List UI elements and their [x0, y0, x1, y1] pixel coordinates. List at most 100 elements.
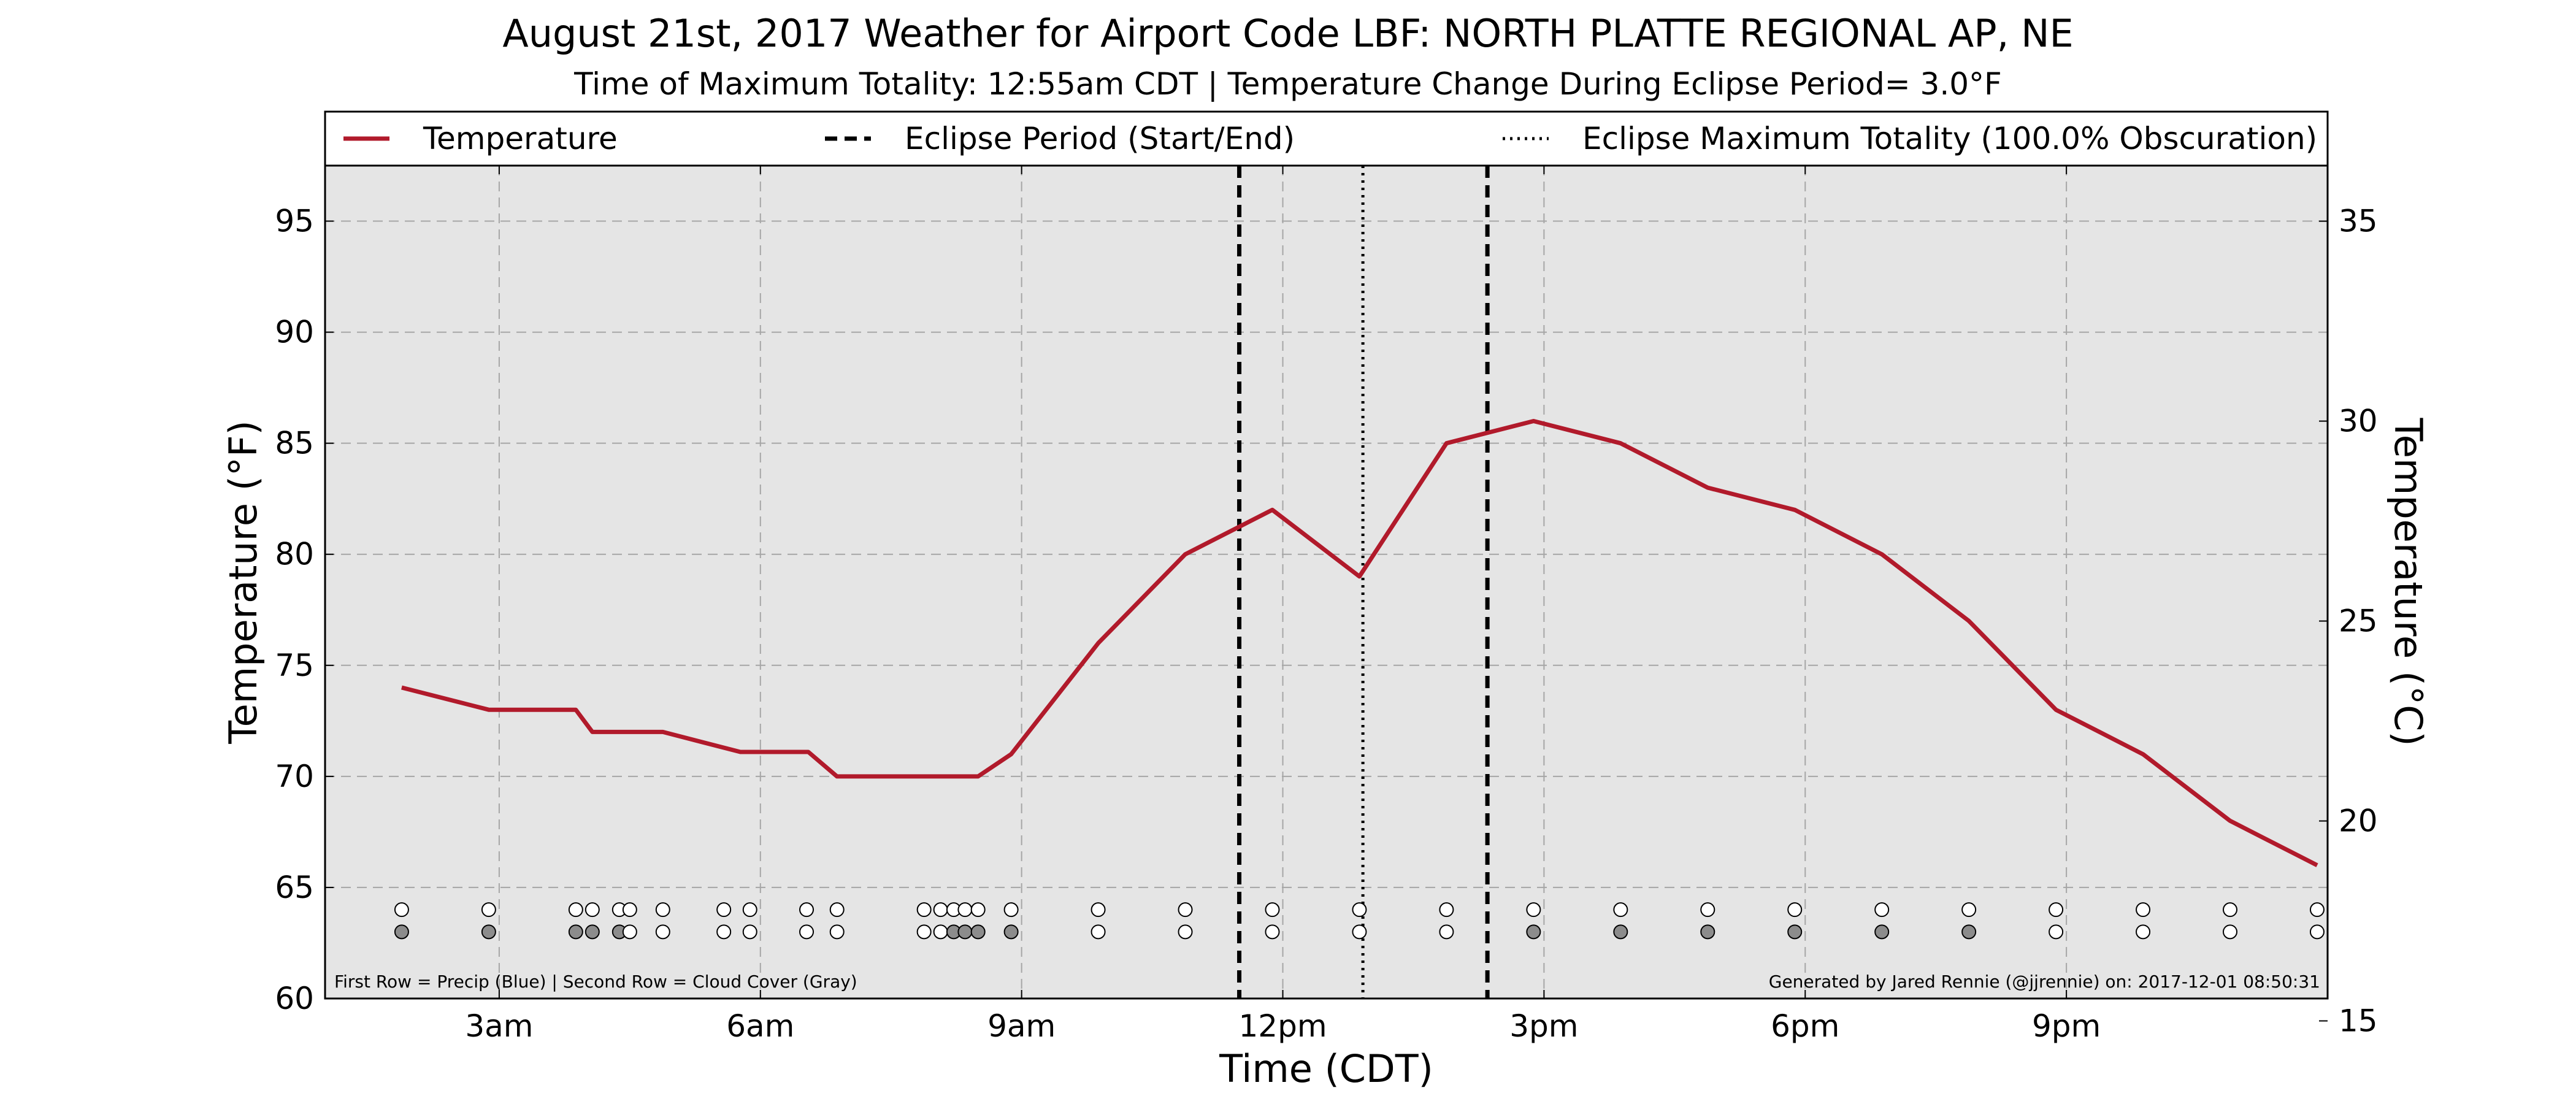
- cloud-marker: [916, 924, 932, 940]
- precip-marker: [1091, 902, 1106, 918]
- legend: Temperature Eclipse Period (Start/End) E…: [324, 110, 2329, 167]
- plot-area: [325, 166, 2328, 999]
- y-right-tick-label: 20: [2339, 803, 2378, 839]
- precip-marker: [1178, 902, 1193, 918]
- x-tick-label: 12pm: [1238, 1008, 1327, 1044]
- cloud-marker: [829, 924, 845, 940]
- precip-marker: [2136, 902, 2151, 918]
- precip-marker: [394, 902, 409, 918]
- precip-marker: [1352, 902, 1367, 918]
- precip-marker: [799, 902, 815, 918]
- precip-marker: [585, 902, 600, 918]
- cloud-marker: [1003, 924, 1019, 940]
- cloud-marker: [394, 924, 409, 940]
- y-tick-label: 90: [275, 315, 314, 350]
- precip-marker: [2223, 902, 2238, 918]
- x-tick-label: 6pm: [1771, 1008, 1839, 1044]
- cloud-marker: [2136, 924, 2151, 940]
- y-tick-label: 70: [275, 759, 314, 794]
- y-tick-label: 75: [275, 648, 314, 683]
- cloud-marker: [799, 924, 815, 940]
- axes: 3am 6am 9am 12pm 3pm 6pm 9pm 60 65 70 75 80 85 90 95 15…: [275, 164, 2378, 1044]
- cloud-marker: [957, 924, 973, 940]
- cloud-marker: [742, 924, 757, 940]
- cloud-marker: [1874, 924, 1890, 940]
- cloud-marker: [2223, 924, 2238, 940]
- y-right-tick-label: 25: [2339, 604, 2378, 639]
- precip-marker: [933, 902, 948, 918]
- cloud-marker: [585, 924, 600, 940]
- y-tick-label: 60: [275, 981, 314, 1016]
- cloud-marker: [1178, 924, 1193, 940]
- y-axis-label-left: Temperature (°F): [221, 420, 266, 744]
- precip-marker: [1874, 902, 1890, 918]
- y-tick-label: 65: [275, 870, 314, 905]
- cloud-marker: [1613, 924, 1628, 940]
- cloud-marker: [716, 924, 732, 940]
- chart-subtitle: Time of Maximum Totality: 12:55am CDT | …: [574, 66, 2002, 102]
- x-tick-label: 3pm: [1509, 1008, 1578, 1044]
- y-right-tick-label: 35: [2339, 204, 2378, 239]
- cloud-marker: [481, 924, 496, 940]
- precip-marker: [716, 902, 732, 918]
- precip-marker: [568, 902, 583, 918]
- cloud-marker: [970, 924, 986, 940]
- precip-marker: [970, 902, 986, 918]
- cloud-marker: [622, 924, 637, 940]
- cloud-marker: [1526, 924, 1541, 940]
- x-tick-label: 3am: [465, 1008, 533, 1044]
- weather-markers: [394, 902, 2325, 940]
- cloud-marker: [1787, 924, 1803, 940]
- legend-label-eclipse-period: Eclipse Period (Start/End): [905, 121, 1295, 156]
- footnote-right: Generated by Jared Rennie (@jjrennie) on…: [1769, 972, 2320, 992]
- x-tick-label: 9pm: [2032, 1008, 2101, 1044]
- x-axis-label: Time (CDT): [1219, 1046, 1433, 1091]
- precip-marker: [655, 902, 670, 918]
- eclipse-lines: [1237, 166, 1490, 999]
- y-axis-label-right: Temperature (°C): [2386, 417, 2431, 746]
- precip-marker: [957, 902, 973, 918]
- precip-marker: [1700, 902, 1715, 918]
- cloud-marker: [1700, 924, 1715, 940]
- precip-marker: [1265, 902, 1280, 918]
- plot-frame: [324, 164, 2329, 1000]
- cloud-marker: [2309, 924, 2325, 940]
- y-right-tick-label: 30: [2339, 404, 2378, 439]
- cloud-marker: [1265, 924, 1280, 940]
- cloud-marker: [655, 924, 670, 940]
- grid-lines: [325, 166, 2328, 999]
- cloud-marker: [1961, 924, 1977, 940]
- precip-marker: [1439, 902, 1454, 918]
- y-tick-label: 80: [275, 537, 314, 572]
- cloud-marker: [1352, 924, 1367, 940]
- precip-marker: [829, 902, 845, 918]
- precip-marker: [2309, 902, 2325, 918]
- cloud-marker: [1091, 924, 1106, 940]
- precip-marker: [2049, 902, 2064, 918]
- y-right-tick-label: 15: [2339, 1003, 2378, 1039]
- precip-marker: [481, 902, 496, 918]
- legend-label-eclipse-max: Eclipse Maximum Totality (100.0% Obscura…: [1582, 121, 2317, 156]
- precip-marker: [1526, 902, 1541, 918]
- y-tick-label: 95: [275, 204, 314, 239]
- cloud-marker: [568, 924, 583, 940]
- legend-label-temperature: Temperature: [423, 121, 618, 156]
- precip-marker: [1961, 902, 1977, 918]
- precip-marker: [1003, 902, 1019, 918]
- temperature-series-line: [401, 419, 2318, 867]
- cloud-marker: [1439, 924, 1454, 940]
- cloud-marker: [933, 924, 948, 940]
- y-tick-label: 85: [275, 426, 314, 461]
- precip-marker: [1613, 902, 1628, 918]
- cloud-marker: [2049, 924, 2064, 940]
- precip-marker: [1787, 902, 1803, 918]
- precip-marker: [742, 902, 757, 918]
- footnote-left: First Row = Precip (Blue) | Second Row =…: [334, 972, 857, 992]
- chart-title: August 21st, 2017 Weather for Airport Co…: [502, 11, 2074, 56]
- x-tick-label: 9am: [987, 1008, 1056, 1044]
- precip-marker: [622, 902, 637, 918]
- legend-box: [324, 110, 2329, 167]
- precip-marker: [916, 902, 932, 918]
- x-tick-label: 6am: [726, 1008, 794, 1044]
